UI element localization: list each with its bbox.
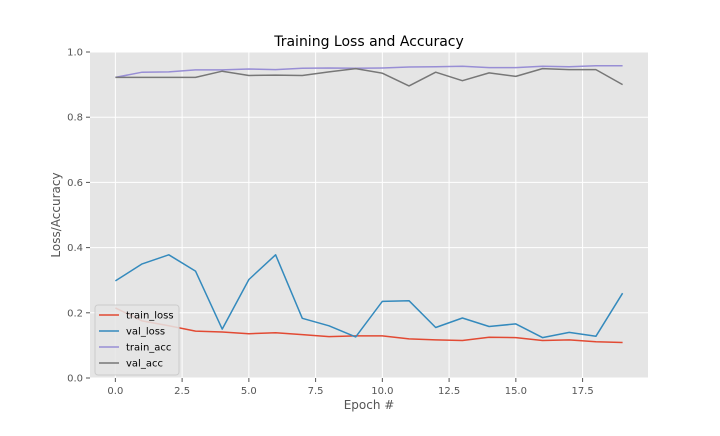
- x-tick-label: 10.0: [371, 386, 393, 397]
- y-tick-label: 0.0: [67, 374, 83, 385]
- chart-title: Training Loss and Accuracy: [273, 34, 464, 50]
- y-axis-ticks: 0.0 0.2 0.4 0.6 0.8 1.0: [67, 48, 90, 385]
- legend-label-train-acc: train_acc: [126, 343, 171, 354]
- x-tick-label: 2.5: [174, 386, 190, 397]
- series-layer: [114, 64, 624, 344]
- legend-label-val-loss: val_loss: [126, 327, 165, 338]
- series-line-val-acc: [115, 67, 623, 87]
- y-axis-label: Loss/Accuracy: [49, 172, 63, 257]
- x-tick-label: 15.0: [505, 386, 527, 397]
- x-tick-label: 17.5: [571, 386, 593, 397]
- y-tick-label: 0.4: [67, 243, 83, 254]
- y-tick-label: 0.6: [67, 178, 83, 189]
- series-line-val-loss: [114, 254, 624, 339]
- legend: train_loss val_loss train_acc val_acc: [94, 304, 180, 376]
- series-line-train-loss: [115, 307, 623, 344]
- plot-area: [90, 52, 648, 378]
- y-tick-label: 0.2: [67, 308, 83, 319]
- y-tick-label: 1.0: [67, 48, 83, 59]
- x-tick-label: 0.0: [107, 386, 123, 397]
- x-tick-label: 12.5: [438, 386, 460, 397]
- grid-lines: [90, 51, 648, 379]
- y-tick-label: 0.8: [67, 113, 83, 124]
- legend-label-train-loss: train_loss: [126, 311, 174, 322]
- legend-box: [94, 304, 180, 376]
- x-tick-label: 7.5: [308, 386, 324, 397]
- x-tick-label: 5.0: [241, 386, 257, 397]
- x-axis-label: Epoch #: [344, 398, 395, 412]
- series-line-train-acc: [115, 64, 623, 79]
- legend-label-val-acc: val_acc: [126, 359, 163, 370]
- x-axis-ticks: 0.0 2.5 5.0 7.5 10.0 12.5 15.0 17.5: [107, 378, 594, 397]
